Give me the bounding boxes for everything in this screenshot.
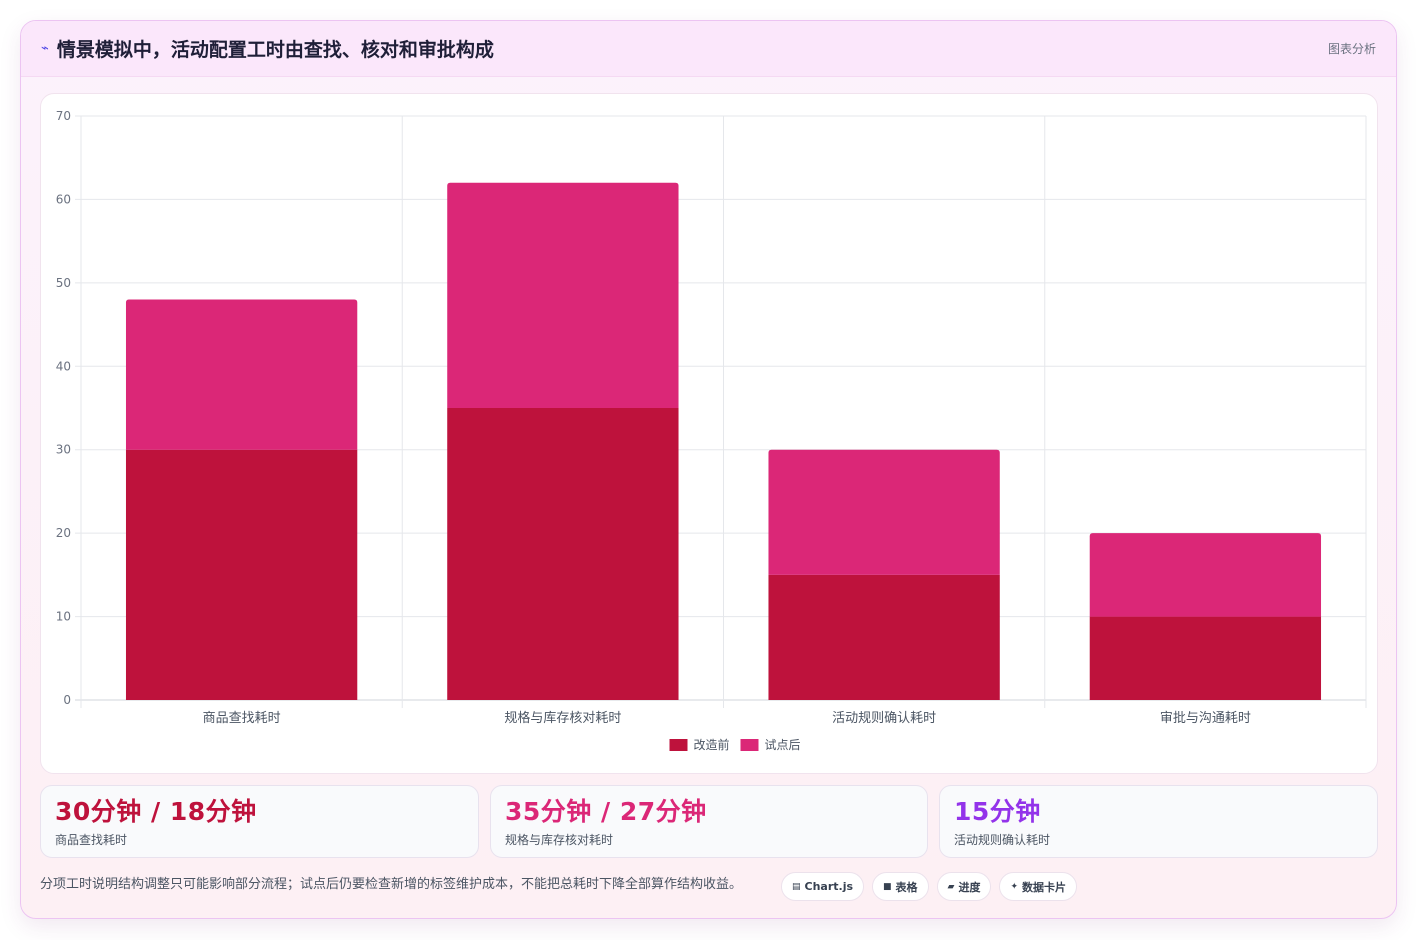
footnote: 分项工时说明结构调整只可能影响部分流程；试点后仍要检查新增的标签维护成本，不能把… xyxy=(40,877,743,892)
progress-icon: ▰ xyxy=(947,881,955,892)
legend-label: 改造前 xyxy=(694,737,730,752)
stat-label: 活动规则确认耗时 xyxy=(954,833,1051,847)
y-tick-label: 10 xyxy=(56,610,71,624)
y-tick-label: 60 xyxy=(56,192,71,206)
y-tick-label: 70 xyxy=(56,109,71,123)
stat-value: 15分钟 xyxy=(954,797,1041,826)
legend-swatch xyxy=(740,739,759,751)
x-tick-label: 规格与库存核对耗时 xyxy=(504,710,621,726)
stacked-bar-chart: 0 10 20 30 40 50 60 70 商品查找耗时 规格与库存核对耗时 活动规则确认耗时 审批… xyxy=(56,109,1367,752)
stat-label: 商品查找耗时 xyxy=(55,833,128,847)
bar-after xyxy=(447,182,679,408)
panel-header: ⌁ 情景模拟中，活动配置工时由查找、核对和审批构成 图表分析 xyxy=(21,21,1396,77)
chip-label: Chart.js xyxy=(804,880,854,893)
bar-before xyxy=(125,449,358,700)
chip-label: 数据卡片 xyxy=(1022,880,1067,894)
bar-after xyxy=(1089,533,1322,617)
panel-tag: 图表分析 xyxy=(1327,42,1376,56)
x-tick-label: 商品查找耗时 xyxy=(203,711,281,726)
chip-table[interactable]: ■ 表格 xyxy=(872,872,929,901)
bar-before xyxy=(447,408,679,700)
legend-label: 试点后 xyxy=(765,737,801,752)
bar-before xyxy=(768,574,1000,700)
view-chips: ▤ Chart.js ■ 表格 ▰ 进度 ✦ 数据卡片 xyxy=(781,872,1078,901)
stat-card-rules: 15分钟 活动规则确认耗时 xyxy=(939,785,1378,858)
chip-data-card[interactable]: ✦ 数据卡片 xyxy=(999,872,1078,901)
x-tick-label: 活动规则确认耗时 xyxy=(832,711,936,726)
legend-swatch xyxy=(669,739,688,751)
stat-label: 规格与库存核对耗时 xyxy=(505,833,614,847)
stat-card-verify: 35分钟 / 27分钟 规格与库存核对耗时 xyxy=(490,785,928,858)
chart-card: 0 10 20 30 40 50 60 70 商品查找耗时 规格与库存核对耗时 活动规则确认耗时 审批… xyxy=(40,93,1378,774)
y-tick-label: 30 xyxy=(56,443,71,457)
bar-after xyxy=(125,299,358,450)
y-tick-label: 40 xyxy=(56,359,71,373)
y-tick-label: 0 xyxy=(63,693,71,707)
y-tick-label: 50 xyxy=(56,276,71,290)
bar-after xyxy=(768,449,1000,575)
chart-line-icon: ⌁ xyxy=(41,41,49,56)
chart-icon: ▤ xyxy=(792,881,801,892)
chip-label: 进度 xyxy=(958,880,981,894)
panel-title: 情景模拟中，活动配置工时由查找、核对和审批构成 xyxy=(56,39,494,61)
table-icon: ■ xyxy=(883,881,892,892)
sparkle-icon: ✦ xyxy=(1010,881,1019,892)
chip-chartjs[interactable]: ▤ Chart.js xyxy=(781,872,865,901)
chart-panel: ⌁ 情景模拟中，活动配置工时由查找、核对和审批构成 图表分析 0 10 20 30 40… xyxy=(20,20,1397,919)
bar-before xyxy=(1089,616,1322,700)
stat-value: 35分钟 / 27分钟 xyxy=(505,797,707,826)
chip-label: 表格 xyxy=(895,880,918,894)
x-tick-label: 审批与沟通耗时 xyxy=(1160,711,1251,726)
y-tick-label: 20 xyxy=(56,526,71,540)
stat-card-search: 30分钟 / 18分钟 商品查找耗时 xyxy=(40,785,479,858)
stat-value: 30分钟 / 18分钟 xyxy=(55,797,257,826)
chip-progress[interactable]: ▰ 进度 xyxy=(936,872,992,901)
